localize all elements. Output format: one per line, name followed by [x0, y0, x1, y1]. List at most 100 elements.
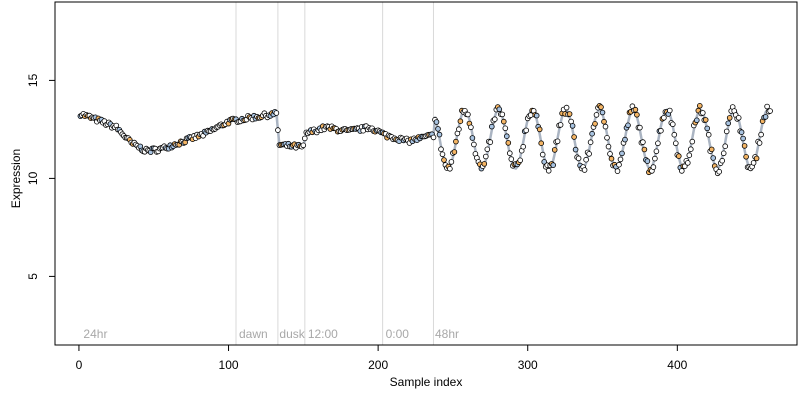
y-tick-label: 5	[26, 273, 40, 280]
data-point	[482, 153, 489, 160]
data-point	[644, 158, 651, 164]
data-point	[554, 138, 561, 145]
data-point	[593, 112, 600, 118]
data-point	[527, 112, 534, 118]
data-point	[726, 115, 733, 121]
data-point	[508, 156, 515, 162]
data-point	[743, 154, 749, 160]
data-point	[604, 135, 610, 141]
data-point	[602, 123, 609, 130]
data-point	[435, 126, 441, 132]
data-point	[273, 110, 280, 116]
data-point	[652, 155, 658, 162]
data-point	[499, 111, 506, 118]
data-point	[687, 146, 694, 153]
data-point	[536, 126, 543, 133]
data-point	[572, 146, 579, 153]
x-axis: 0 100 200 300 400	[76, 344, 688, 372]
data-point	[438, 146, 444, 153]
data-point	[451, 149, 458, 155]
segment-label: 48hr	[435, 327, 459, 341]
data-point	[607, 151, 613, 157]
data-point	[641, 146, 648, 153]
data-point	[533, 112, 540, 119]
data-point	[653, 148, 660, 155]
segment-labels: 24hr dawn dusk 12:00 0:00 48hr	[83, 327, 459, 341]
data-point	[571, 134, 577, 140]
data-point	[557, 122, 564, 128]
data-point	[632, 106, 639, 113]
data-point	[433, 119, 440, 125]
data-point	[550, 162, 556, 168]
data-point	[487, 139, 494, 145]
data-point	[599, 109, 606, 116]
plot-frame	[54, 1, 798, 346]
data-point	[502, 125, 509, 132]
data-point	[300, 142, 307, 149]
data-point	[456, 126, 462, 132]
data-point	[539, 151, 546, 158]
data-point	[608, 155, 615, 162]
data-point	[500, 118, 507, 125]
data-point	[566, 111, 573, 117]
data-point	[439, 151, 446, 158]
data-point	[505, 140, 512, 146]
segment-label: 24hr	[83, 327, 107, 341]
data-point	[678, 168, 685, 174]
data-point	[622, 136, 628, 143]
data-point	[301, 135, 308, 142]
data-point	[753, 155, 760, 162]
data-point	[538, 140, 544, 147]
y-tick-label: 15	[26, 73, 40, 87]
data-point	[634, 112, 640, 118]
data-point	[672, 140, 679, 147]
data-point	[693, 117, 700, 124]
data-point	[448, 159, 455, 165]
data-point	[506, 150, 513, 157]
data-point	[675, 153, 682, 159]
data-point	[686, 152, 693, 159]
data-point	[637, 124, 643, 131]
data-point	[719, 157, 725, 164]
data-point	[720, 150, 727, 157]
data-point	[605, 143, 612, 150]
data-point	[625, 122, 631, 129]
data-point	[741, 143, 748, 149]
data-points	[77, 103, 773, 177]
data-point	[738, 129, 745, 136]
y-axis: 5 10 15	[26, 73, 56, 280]
data-point	[750, 160, 757, 166]
data-point	[740, 135, 746, 142]
data-point	[587, 139, 594, 146]
data-point	[586, 151, 592, 157]
data-point	[696, 103, 703, 109]
data-point	[430, 134, 437, 141]
data-point	[725, 120, 731, 127]
data-point	[457, 118, 464, 124]
data-point	[481, 161, 488, 167]
data-point	[517, 157, 523, 164]
data-point	[619, 150, 625, 157]
data-point	[616, 161, 622, 168]
data-point	[702, 117, 709, 123]
data-point	[640, 139, 646, 145]
data-point	[545, 168, 552, 174]
data-point	[465, 111, 471, 118]
data-point	[650, 164, 657, 170]
data-point	[436, 131, 443, 138]
x-axis-label: Sample index	[390, 375, 463, 389]
data-point	[762, 114, 769, 120]
data-point	[469, 135, 476, 141]
data-point	[658, 127, 664, 134]
x-tick-label: 400	[667, 358, 687, 372]
segment-label: 12:00	[308, 327, 338, 341]
data-point	[716, 168, 722, 175]
data-point	[583, 156, 589, 163]
data-point	[589, 130, 595, 137]
data-point	[756, 140, 763, 146]
segment-label: 0:00	[386, 327, 410, 341]
data-point	[723, 128, 730, 135]
y-tick-label: 10	[26, 171, 40, 185]
data-point	[764, 103, 770, 110]
